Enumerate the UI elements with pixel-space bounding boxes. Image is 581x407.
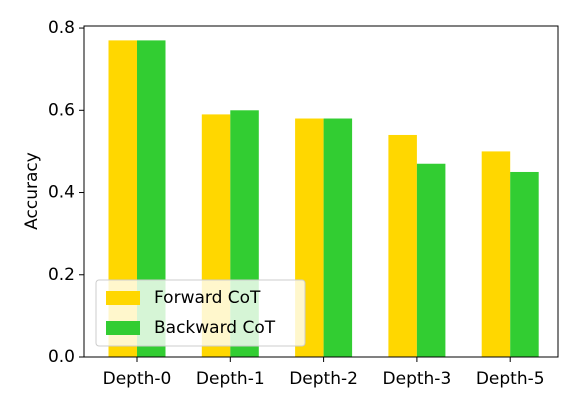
plot-frame (83, 25, 559, 358)
bar (388, 134, 417, 357)
y-tick-label: 0.8 (48, 18, 75, 38)
y-tick-label: 0.2 (48, 265, 75, 285)
x-tick-label: Depth-2 (289, 369, 358, 389)
x-tick-label: Depth-1 (196, 369, 265, 389)
y-tick-label: 0.4 (48, 183, 75, 203)
x-tick-label: Depth-3 (383, 369, 452, 389)
legend-label: Backward CoT (154, 318, 276, 338)
x-tick-label: Depth-5 (476, 369, 545, 389)
bar (510, 171, 539, 357)
legend-box (95, 279, 306, 347)
y-tick-label: 0.6 (48, 100, 75, 120)
y-axis-label: Accuracy (22, 152, 42, 230)
bar (481, 151, 511, 357)
bar (416, 163, 446, 357)
legend-swatch (106, 291, 140, 305)
bar (323, 118, 353, 357)
x-tick-label: Depth-0 (103, 369, 172, 389)
legend-swatch (106, 321, 140, 335)
legend-label: Forward CoT (154, 288, 261, 308)
y-tick-label: 0.0 (48, 347, 75, 367)
